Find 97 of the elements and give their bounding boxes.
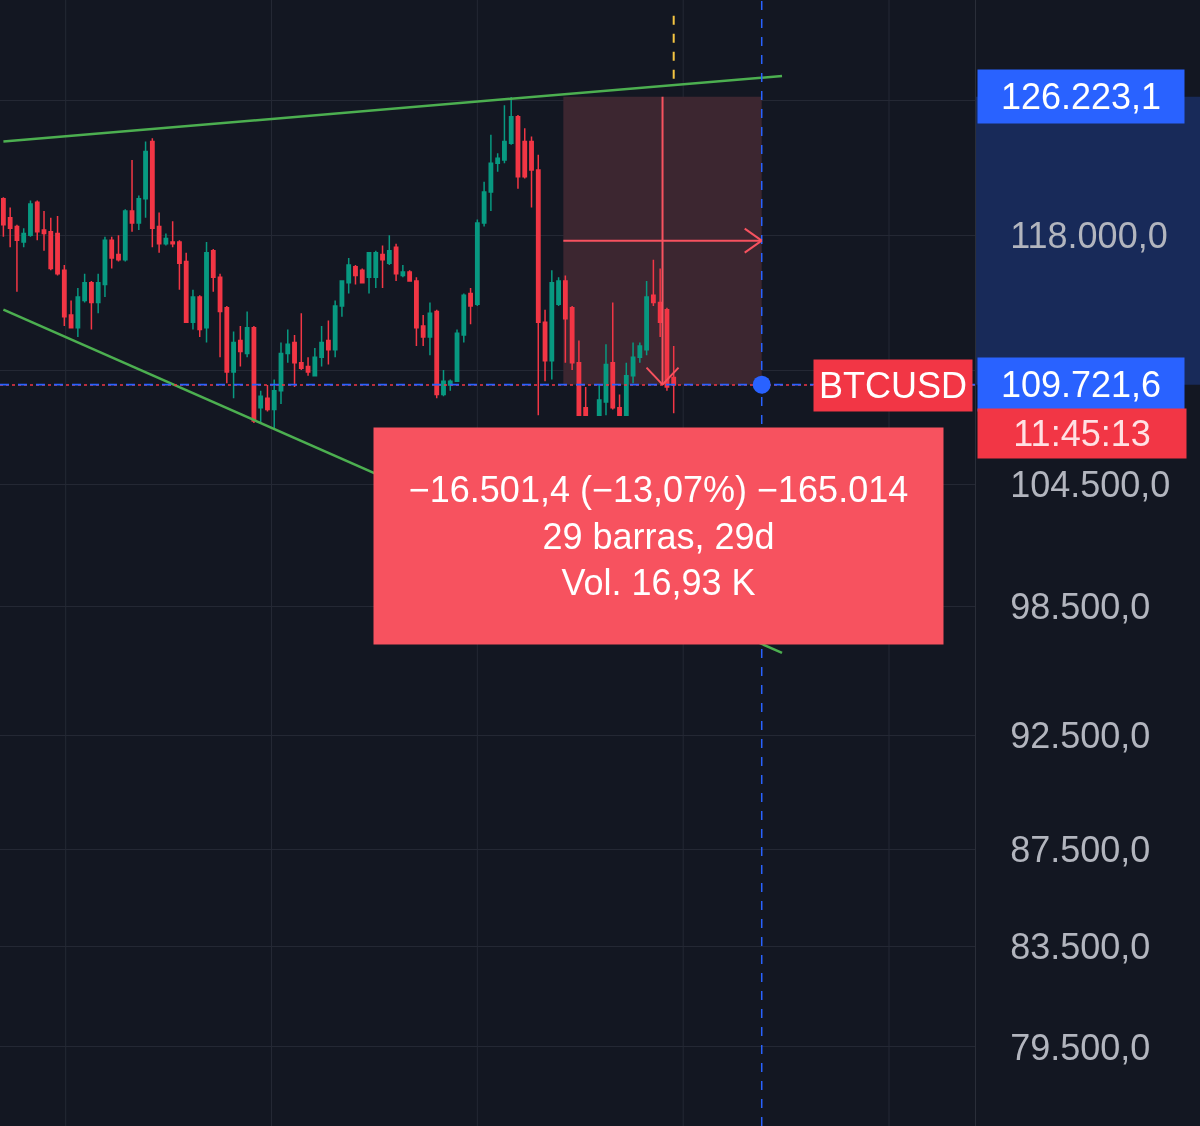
candlestick [210,248,216,293]
candlestick [508,96,514,146]
candlestick [366,251,372,295]
candlestick [278,341,284,405]
candlestick [427,301,433,357]
candlestick [353,264,358,286]
candlestick [603,343,609,417]
candlestick [129,159,135,233]
candlestick [657,267,663,338]
candlestick [95,273,101,314]
candlestick [156,211,162,254]
candlestick [298,312,304,371]
candlestick [143,140,148,219]
candlestick [7,206,13,249]
candlestick [61,264,67,327]
candlestick [55,215,60,277]
y-tick-label: 98.500,0 [1010,586,1151,628]
candlestick [204,241,209,344]
ref-line-label: BTCUSD [819,365,968,406]
y-tick-label: 87.500,0 [1010,829,1151,871]
text: 11:45:13 [1013,413,1151,454]
candlestick [237,325,243,368]
annotation: −16.501,4 (−13,07%) −165.014 29 barras, 29d Vol. 16,93 K [408,468,909,604]
candlestick [549,269,555,381]
candlestick [190,289,196,331]
candlestick [522,127,528,180]
candlestick [529,135,534,209]
candlestick [183,251,189,324]
candlestick [305,356,311,377]
candlestick [0,196,6,238]
candlestick [102,236,108,298]
candlestick [177,239,182,291]
candlestick [650,258,656,307]
y-tick-label: 83.500,0 [1010,925,1151,967]
candlestick [170,220,176,249]
candlestick [386,234,392,266]
candlestick [217,273,223,358]
candlestick [474,218,480,307]
candlestick [556,276,561,307]
text: 126.223,1 [1000,76,1162,117]
candlestick [109,236,115,270]
candlestick [319,325,325,368]
candlestick [68,299,74,329]
candlestick [380,244,385,289]
y-tick-label: 92.500,0 [1010,715,1151,757]
candlestick [89,280,94,331]
candlestick [502,104,507,164]
candlestick [461,292,467,344]
candlestick [75,287,81,338]
y-tick-label: 104.500,0 [1010,464,1171,506]
candlestick [82,273,88,304]
candlestick [163,232,169,247]
candlestick [542,308,548,383]
candlestick [637,341,643,364]
candlestick [414,276,419,347]
candlestick [400,264,406,279]
candlestick [271,378,277,430]
candlestick [617,393,622,417]
candlestick [21,227,27,249]
candlestick [41,210,47,252]
candlestick [373,250,379,289]
candlestick [149,137,155,249]
candlestick [28,199,33,238]
candlestick [495,152,501,173]
candlestick [332,299,338,358]
candlestick [562,274,568,364]
candlestick [136,194,142,231]
candlestick [644,280,650,357]
candlestick [420,314,426,347]
candlestick [393,243,399,282]
candlestick [346,257,352,295]
candlestick [569,305,575,371]
candlestick [231,330,236,399]
candlestick [224,305,230,384]
candlestick [596,384,602,417]
candlestick [339,280,345,318]
candlestick [285,328,291,364]
candlestick [197,294,203,338]
candlestick [407,269,413,282]
candlestick [630,341,636,384]
candlestick [441,369,446,398]
candlestick [34,199,40,242]
candlestick [623,361,629,417]
candlestick [122,208,128,263]
y-tick-label: 118.000,0 [1010,214,1168,256]
candlestick [325,319,331,366]
candlestick [14,223,20,293]
y-tick-label: 79.500,0 [1010,1026,1151,1068]
ref-line-label: 109.721,6 [1000,364,1162,405]
candlestick [312,347,318,377]
candlestick [583,386,589,417]
candlestick [48,217,54,272]
candlestick [258,389,264,424]
candlestick [359,267,365,284]
candlestick [116,234,121,263]
candlestick [244,310,250,358]
candlestick [468,287,473,325]
